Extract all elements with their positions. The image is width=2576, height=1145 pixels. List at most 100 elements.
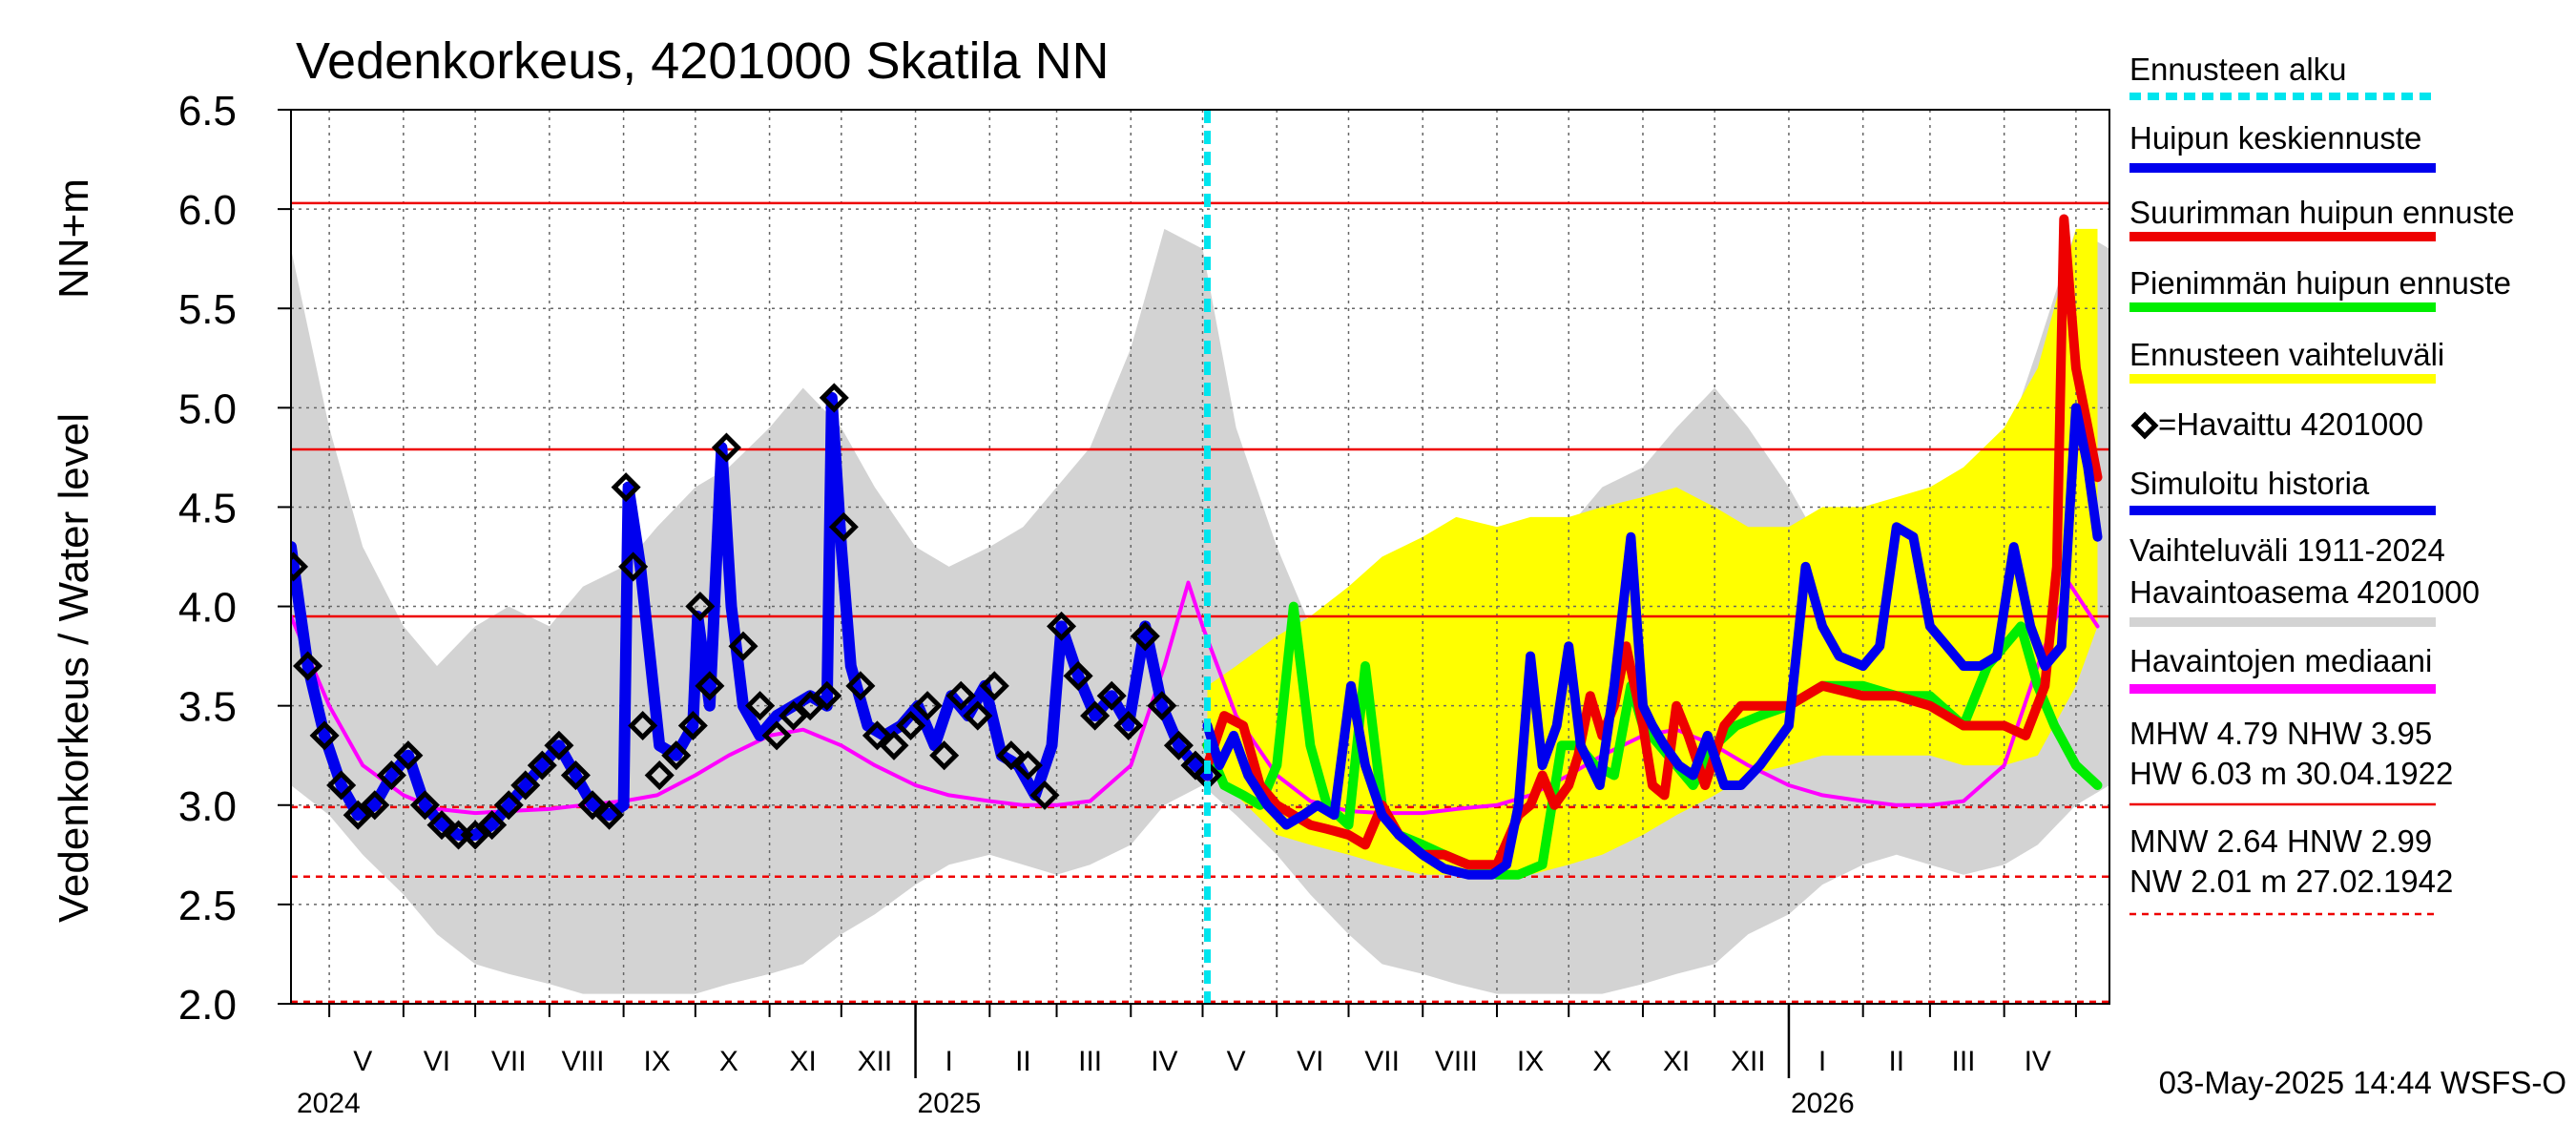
simulated-history-line [291,391,1214,841]
observed-point [812,680,842,711]
month-label: VIII [1435,1046,1478,1077]
month-label: XII [1731,1046,1766,1077]
month-label: V [353,1046,372,1077]
observed-point [644,760,675,791]
forecast-range-area [1207,228,2098,875]
observed-point [996,740,1027,771]
legend-label: Pienimmän huipun ennuste [2129,265,2511,301]
y-tick-label: 3.0 [178,783,237,830]
plot-frame [290,109,2110,1005]
stats-line: NW 2.01 m 27.02.1942 [2129,864,2453,899]
legend-label: Havaintoasema 4201000 [2129,574,2480,610]
y-tick-label: 4.5 [178,485,237,531]
observed-point [761,720,792,751]
y-axis-labels: Vedenkorkeus / Water level NN+m [51,178,97,923]
observed-point [1063,660,1093,691]
legend-label: Simuloitu historia [2129,466,2370,501]
observed-point [326,770,357,801]
observed-point [409,790,440,821]
observed-point [677,710,708,741]
year-label: 2025 [918,1088,982,1119]
observed-point [460,820,490,850]
observed-point [493,790,524,821]
y-tick-label: 4.0 [178,585,237,632]
observed-point [360,790,390,821]
legend-label: =Havaittu 4201000 [2158,406,2423,442]
y-tick-label: 5.5 [178,286,237,333]
chart-title: Vedenkorkeus, 4201000 Skatila NN [296,32,1110,90]
legend-label: Havaintojen mediaani [2129,643,2432,678]
month-label: III [1078,1046,1102,1077]
month-label: VII [491,1046,527,1077]
month-label: VI [1297,1046,1323,1077]
observed-point [309,720,340,751]
observed-point [594,800,625,830]
observed-point [779,700,809,731]
month-label: II [1888,1046,1904,1077]
month-label: IV [1151,1046,1177,1077]
observed-point [912,691,943,721]
x-axis: V VI VII VIII IX X XI XII I II III IV V VI VII VIII IX X X… [297,1004,2077,1119]
year-label: 2024 [297,1088,361,1119]
observed-point [1147,691,1177,721]
y-tick-label: 6.0 [178,187,237,234]
observed-point [1080,700,1111,731]
month-label: II [1015,1046,1031,1077]
y-axis-unit: NN+m [51,178,97,299]
legend-label: Vaihteluväli 1911-2024 [2129,532,2445,568]
observed-point [618,552,649,582]
observed-point [745,691,776,721]
year-label: 2026 [1791,1088,1855,1119]
observed-point [845,671,876,701]
y-tick-label: 5.0 [178,385,237,432]
observed-point [695,671,725,701]
observed-point [1163,730,1194,760]
stats-line: MHW 4.79 NHW 3.95 [2129,716,2432,751]
legend-marker-icon [2130,411,2159,440]
observed-point [819,383,849,413]
observed-point [477,810,508,841]
legend: Ennusteen alku Huipun keskiennuste Suurimm… [2129,52,2515,916]
observed-point [1047,611,1077,641]
y-tick-label: 3.5 [178,684,237,731]
legend-label: Ennusteen vaihteluväli [2129,337,2444,372]
month-label: VI [424,1046,450,1077]
observed-point [291,552,309,582]
month-label: XI [790,1046,817,1077]
month-label: XI [1663,1046,1690,1077]
y-axis-title: Vedenkorkeus / Water level [51,413,97,923]
observed-point [544,730,574,760]
month-label: V [1227,1046,1246,1077]
observed-point [293,651,323,681]
observed-point [1029,780,1060,810]
month-label: IX [644,1046,671,1077]
month-label: I [945,1046,952,1077]
legend-label: Suurimman huipun ennuste [2129,195,2515,230]
observed-point [611,472,641,503]
observed-point [728,631,758,661]
observed-point [685,592,716,622]
mean-peak-forecast-line [1202,403,2103,880]
observed-point [510,770,541,801]
legend-label: Huipun keskiennuste [2129,120,2421,156]
forecast-range-band [1207,228,2098,875]
observed-point [628,710,658,741]
observed-point [1113,710,1144,741]
observed-point [929,740,960,771]
y-tick-label: 2.0 [178,982,237,1029]
observed-point [979,671,1009,701]
observed-point [828,511,859,542]
month-label: VIII [561,1046,604,1077]
observed-point [862,720,892,751]
observed-point [343,800,373,830]
observed-point [527,750,557,781]
observed-point [711,432,741,463]
observed-point [1130,621,1160,652]
observed-point [795,691,825,721]
stats-line: MNW 2.64 HNW 2.99 [2129,823,2432,859]
observed-point [945,680,976,711]
month-label: I [1818,1046,1826,1077]
month-label: III [1952,1046,1976,1077]
observed-point [376,760,406,791]
